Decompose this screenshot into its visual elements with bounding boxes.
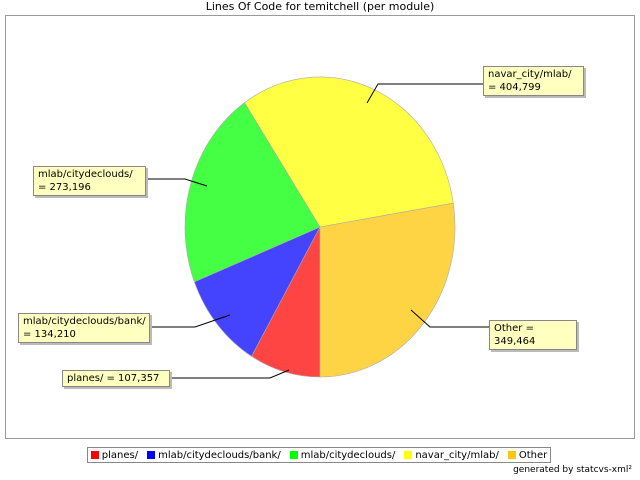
pie-slice — [184, 102, 321, 283]
leader-line — [170, 369, 290, 379]
slice-label: navar_city/mlab/ = 404,799 — [483, 66, 584, 96]
legend-entry: mlab/citydeclouds/ — [289, 449, 396, 461]
pie-slice — [193, 226, 321, 357]
legend-label: mlab/citydeclouds/bank/ — [158, 449, 281, 461]
slice-label: mlab/citydeclouds/ = 273,196 — [33, 166, 146, 196]
leader-line — [410, 309, 489, 328]
legend-label: planes/ — [101, 449, 139, 461]
legend-entry: planes/ — [90, 449, 139, 461]
legend-swatch — [507, 451, 516, 459]
slice-label: planes/ = 107,357 — [62, 370, 170, 387]
legend-entry: mlab/citydeclouds/bank/ — [147, 450, 281, 461]
legend-label: mlab/citydeclouds/ — [300, 449, 396, 461]
legend-swatch — [289, 451, 298, 459]
legend: planes/mlab/citydeclouds/bank/mlab/cityd… — [87, 447, 551, 463]
legend-entry: Other — [507, 449, 548, 461]
legend-label: Other — [518, 449, 548, 461]
legend-label: navar_city/mlab/ — [415, 449, 499, 461]
legend-swatch — [404, 451, 413, 459]
pie-slice — [319, 202, 456, 378]
legend-entry: navar_city/mlab/ — [404, 449, 499, 461]
leader-line — [366, 83, 483, 104]
leader-line — [150, 314, 231, 328]
chart-title: Lines Of Code for temitchell (per module… — [205, 0, 435, 13]
leader-line — [146, 178, 208, 187]
slice-label: Other = 349,464 — [489, 320, 577, 350]
footer: generated by statcvs-xml² — [513, 465, 632, 475]
slice-label: mlab/citydeclouds/bank/ = 134,210 — [18, 313, 150, 343]
legend-swatch — [147, 451, 156, 459]
legend-swatch — [90, 451, 99, 459]
pie-slice — [244, 76, 454, 228]
